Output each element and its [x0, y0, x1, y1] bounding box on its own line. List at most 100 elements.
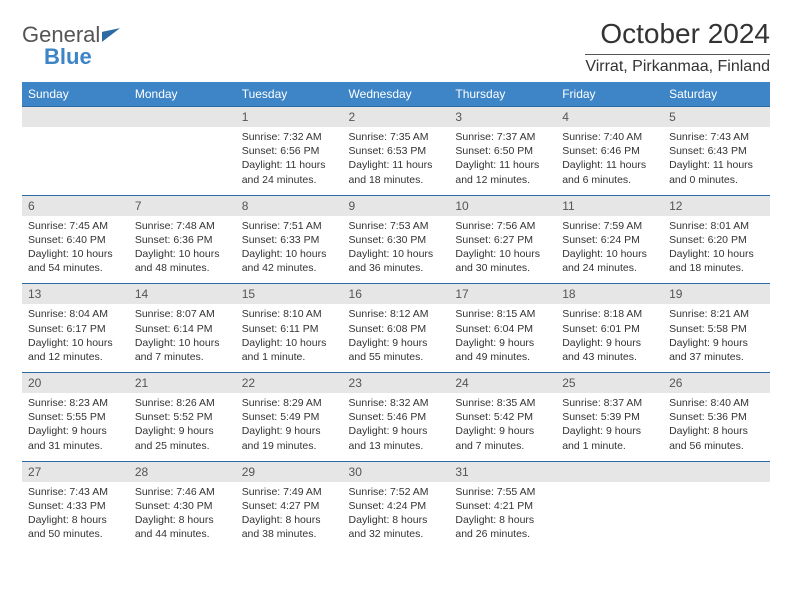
- sunrise-text: Sunrise: 7:55 AM: [455, 485, 550, 499]
- sunrise-text: Sunrise: 7:49 AM: [242, 485, 337, 499]
- day-header: Friday: [556, 82, 663, 107]
- daylight-text: Daylight: 9 hours and 49 minutes.: [455, 336, 550, 364]
- sunrise-text: Sunrise: 8:21 AM: [669, 307, 764, 321]
- sunset-text: Sunset: 4:27 PM: [242, 499, 337, 513]
- day-cell: Sunrise: 7:51 AMSunset: 6:33 PMDaylight:…: [236, 216, 343, 284]
- daylight-text: Daylight: 9 hours and 37 minutes.: [669, 336, 764, 364]
- month-title: October 2024: [585, 18, 770, 50]
- day-detail-row: Sunrise: 7:45 AMSunset: 6:40 PMDaylight:…: [22, 216, 770, 284]
- day-number: 7: [129, 195, 236, 216]
- day-header: Sunday: [22, 82, 129, 107]
- header: General Blue October 2024 Virrat, Pirkan…: [22, 18, 770, 76]
- day-number: 3: [449, 107, 556, 128]
- daylight-text: Daylight: 9 hours and 19 minutes.: [242, 424, 337, 452]
- day-number-row: 12345: [22, 107, 770, 128]
- day-cell: Sunrise: 7:53 AMSunset: 6:30 PMDaylight:…: [343, 216, 450, 284]
- day-cell: Sunrise: 7:45 AMSunset: 6:40 PMDaylight:…: [22, 216, 129, 284]
- day-cell: Sunrise: 8:01 AMSunset: 6:20 PMDaylight:…: [663, 216, 770, 284]
- sunset-text: Sunset: 6:17 PM: [28, 322, 123, 336]
- daylight-text: Daylight: 10 hours and 30 minutes.: [455, 247, 550, 275]
- daylight-text: Daylight: 11 hours and 6 minutes.: [562, 158, 657, 186]
- sunrise-text: Sunrise: 8:26 AM: [135, 396, 230, 410]
- sunrise-text: Sunrise: 7:46 AM: [135, 485, 230, 499]
- sunset-text: Sunset: 5:39 PM: [562, 410, 657, 424]
- day-cell: Sunrise: 7:40 AMSunset: 6:46 PMDaylight:…: [556, 127, 663, 195]
- sunrise-text: Sunrise: 8:18 AM: [562, 307, 657, 321]
- sunset-text: Sunset: 6:36 PM: [135, 233, 230, 247]
- day-cell: Sunrise: 8:32 AMSunset: 5:46 PMDaylight:…: [343, 393, 450, 461]
- day-header-row: SundayMondayTuesdayWednesdayThursdayFrid…: [22, 82, 770, 107]
- sunset-text: Sunset: 4:24 PM: [349, 499, 444, 513]
- sunset-text: Sunset: 6:14 PM: [135, 322, 230, 336]
- daylight-text: Daylight: 10 hours and 7 minutes.: [135, 336, 230, 364]
- sunrise-text: Sunrise: 7:32 AM: [242, 130, 337, 144]
- daylight-text: Daylight: 10 hours and 1 minute.: [242, 336, 337, 364]
- day-number: 28: [129, 461, 236, 482]
- logo-triangle-icon: [102, 28, 120, 42]
- day-number: [663, 461, 770, 482]
- day-cell: Sunrise: 8:21 AMSunset: 5:58 PMDaylight:…: [663, 304, 770, 372]
- sunset-text: Sunset: 4:30 PM: [135, 499, 230, 513]
- sunset-text: Sunset: 6:50 PM: [455, 144, 550, 158]
- day-detail-row: Sunrise: 7:32 AMSunset: 6:56 PMDaylight:…: [22, 127, 770, 195]
- day-number: 27: [22, 461, 129, 482]
- sunset-text: Sunset: 6:30 PM: [349, 233, 444, 247]
- sunrise-text: Sunrise: 7:52 AM: [349, 485, 444, 499]
- day-header: Wednesday: [343, 82, 450, 107]
- sunrise-text: Sunrise: 7:43 AM: [28, 485, 123, 499]
- daylight-text: Daylight: 11 hours and 18 minutes.: [349, 158, 444, 186]
- daylight-text: Daylight: 9 hours and 1 minute.: [562, 424, 657, 452]
- sunrise-text: Sunrise: 7:56 AM: [455, 219, 550, 233]
- sunrise-text: Sunrise: 8:04 AM: [28, 307, 123, 321]
- day-number-row: 20212223242526: [22, 373, 770, 394]
- day-header: Monday: [129, 82, 236, 107]
- day-number: 4: [556, 107, 663, 128]
- day-cell: Sunrise: 8:12 AMSunset: 6:08 PMDaylight:…: [343, 304, 450, 372]
- day-cell: Sunrise: 7:43 AMSunset: 6:43 PMDaylight:…: [663, 127, 770, 195]
- sunrise-text: Sunrise: 8:32 AM: [349, 396, 444, 410]
- daylight-text: Daylight: 10 hours and 54 minutes.: [28, 247, 123, 275]
- day-cell: Sunrise: 8:26 AMSunset: 5:52 PMDaylight:…: [129, 393, 236, 461]
- sunset-text: Sunset: 6:43 PM: [669, 144, 764, 158]
- sunset-text: Sunset: 6:46 PM: [562, 144, 657, 158]
- day-number: 25: [556, 373, 663, 394]
- day-cell: [129, 127, 236, 195]
- sunset-text: Sunset: 5:52 PM: [135, 410, 230, 424]
- day-cell: Sunrise: 7:52 AMSunset: 4:24 PMDaylight:…: [343, 482, 450, 550]
- day-cell: Sunrise: 7:49 AMSunset: 4:27 PMDaylight:…: [236, 482, 343, 550]
- daylight-text: Daylight: 10 hours and 36 minutes.: [349, 247, 444, 275]
- day-number: [22, 107, 129, 128]
- day-cell: Sunrise: 8:18 AMSunset: 6:01 PMDaylight:…: [556, 304, 663, 372]
- sunset-text: Sunset: 5:46 PM: [349, 410, 444, 424]
- day-number: 22: [236, 373, 343, 394]
- daylight-text: Daylight: 8 hours and 50 minutes.: [28, 513, 123, 541]
- daylight-text: Daylight: 10 hours and 12 minutes.: [28, 336, 123, 364]
- day-cell: Sunrise: 8:10 AMSunset: 6:11 PMDaylight:…: [236, 304, 343, 372]
- sunrise-text: Sunrise: 7:43 AM: [669, 130, 764, 144]
- day-number: 26: [663, 373, 770, 394]
- day-cell: Sunrise: 7:32 AMSunset: 6:56 PMDaylight:…: [236, 127, 343, 195]
- day-number: 18: [556, 284, 663, 305]
- day-number: 30: [343, 461, 450, 482]
- daylight-text: Daylight: 9 hours and 13 minutes.: [349, 424, 444, 452]
- day-cell: Sunrise: 8:35 AMSunset: 5:42 PMDaylight:…: [449, 393, 556, 461]
- day-cell: Sunrise: 8:07 AMSunset: 6:14 PMDaylight:…: [129, 304, 236, 372]
- day-number: 20: [22, 373, 129, 394]
- daylight-text: Daylight: 11 hours and 0 minutes.: [669, 158, 764, 186]
- daylight-text: Daylight: 10 hours and 42 minutes.: [242, 247, 337, 275]
- day-number: 16: [343, 284, 450, 305]
- daylight-text: Daylight: 10 hours and 18 minutes.: [669, 247, 764, 275]
- day-number: 2: [343, 107, 450, 128]
- daylight-text: Daylight: 9 hours and 43 minutes.: [562, 336, 657, 364]
- day-cell: Sunrise: 8:15 AMSunset: 6:04 PMDaylight:…: [449, 304, 556, 372]
- day-cell: Sunrise: 7:43 AMSunset: 4:33 PMDaylight:…: [22, 482, 129, 550]
- day-cell: Sunrise: 8:23 AMSunset: 5:55 PMDaylight:…: [22, 393, 129, 461]
- sunrise-text: Sunrise: 8:29 AM: [242, 396, 337, 410]
- day-detail-row: Sunrise: 7:43 AMSunset: 4:33 PMDaylight:…: [22, 482, 770, 550]
- sunset-text: Sunset: 5:36 PM: [669, 410, 764, 424]
- day-number: 10: [449, 195, 556, 216]
- day-header: Thursday: [449, 82, 556, 107]
- sunset-text: Sunset: 4:21 PM: [455, 499, 550, 513]
- day-cell: Sunrise: 7:37 AMSunset: 6:50 PMDaylight:…: [449, 127, 556, 195]
- sunrise-text: Sunrise: 7:35 AM: [349, 130, 444, 144]
